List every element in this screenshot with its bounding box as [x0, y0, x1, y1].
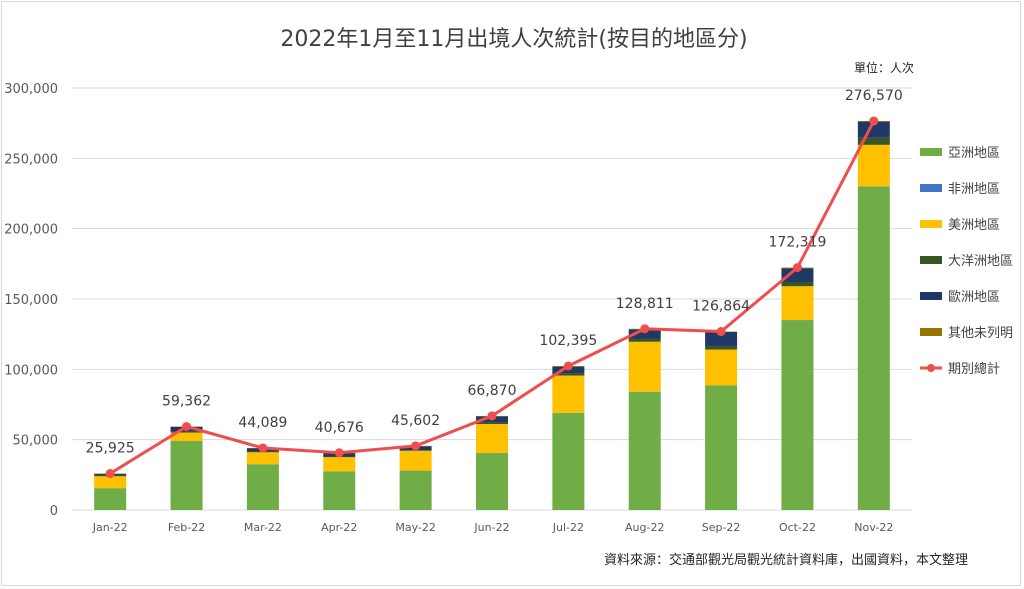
legend-swatch: [920, 148, 942, 156]
total-data-label: 172,319: [769, 235, 827, 251]
bars-layer: [94, 120, 890, 510]
y-tick-label: 0: [50, 504, 58, 519]
total-point: [869, 116, 879, 126]
unit-note: 單位：人次: [854, 60, 914, 75]
total-data-label: 126,864: [692, 299, 750, 315]
x-tick-label: Jan-22: [92, 521, 128, 534]
legend-swatch: [920, 256, 942, 264]
bar-segment: [628, 341, 661, 392]
legend-label: 美洲地區: [948, 218, 1000, 233]
x-axis: Jan-22 Feb-22 Mar-22 Apr-22 May-22 Jun-22 Jul-…: [92, 521, 894, 534]
bar-segment: [857, 144, 890, 187]
legend-label: 大洋洲地區: [948, 254, 1013, 269]
total-point: [334, 448, 344, 458]
legend-line-marker: [927, 364, 935, 372]
bar-segment: [476, 424, 508, 453]
bar-segment: [399, 450, 432, 451]
total-data-label: 45,602: [391, 413, 440, 429]
bar-segment: [552, 375, 585, 413]
total-data-label: 44,089: [238, 415, 287, 431]
y-tick-label: 50,000: [13, 434, 59, 449]
x-tick-label: Feb-22: [168, 521, 205, 534]
bar-segment: [399, 470, 432, 510]
legend-label: 亞洲地區: [948, 146, 1000, 161]
bar-segment: [552, 412, 585, 510]
total-point: [105, 469, 115, 479]
bar-segment: [781, 268, 814, 282]
x-tick-label: Sep-22: [702, 521, 741, 534]
total-point: [487, 411, 497, 421]
legend-swatch: [920, 292, 942, 300]
y-tick-label: 300,000: [4, 82, 58, 97]
bar-segment: [552, 373, 585, 376]
legend-swatch: [920, 184, 942, 192]
bar-segment: [170, 432, 203, 442]
x-tick-label: Jul-22: [552, 521, 584, 534]
total-point: [640, 324, 650, 334]
bar-segment: [628, 338, 661, 342]
bar-segment: [246, 452, 279, 465]
total-point: [716, 327, 726, 337]
bar-segment: [323, 457, 356, 472]
total-data-label: 66,870: [468, 383, 517, 399]
x-tick-label: May-22: [395, 521, 436, 534]
legend-label: 歐洲地區: [948, 290, 1000, 305]
legend-label: 其他未列明: [948, 326, 1013, 341]
bar-segment: [781, 320, 814, 510]
bar-segment: [476, 422, 508, 425]
total-data-label: 25,925: [86, 441, 135, 457]
bar-segment: [705, 346, 738, 350]
legend-label: 非洲地區: [948, 182, 1000, 197]
bar-segment: [323, 471, 356, 510]
bar-segment: [94, 476, 127, 489]
total-line-layer: 25,925 59,362 44,089 40,676 45,602 66,870 102,…: [86, 88, 903, 479]
bar-segment: [170, 441, 203, 510]
bar-segment: [170, 431, 203, 433]
bar-segment: [94, 488, 127, 510]
bar-segment: [781, 281, 814, 287]
total-point: [411, 441, 421, 451]
bar-segment: [705, 331, 738, 347]
x-tick-label: Apr-22: [321, 521, 357, 534]
total-data-label: 59,362: [162, 393, 211, 409]
x-tick-label: Oct-22: [779, 521, 816, 534]
total-data-label: 128,811: [616, 296, 674, 312]
source-note: 資料來源：交通部觀光局觀光統計資料庫，出國資料，本文整理: [604, 552, 968, 568]
bar-segment: [399, 450, 432, 471]
bar-segment: [705, 349, 738, 386]
total-point: [792, 263, 802, 273]
x-tick-label: Nov-22: [854, 521, 893, 534]
bar-segment: [857, 186, 890, 510]
y-tick-label: 200,000: [4, 223, 58, 238]
legend-label: 期別總計: [948, 361, 1000, 377]
bar-segment: [628, 391, 661, 510]
y-axis: 0 50,000 100,000 150,000 200,000 250,000 300,0…: [4, 82, 58, 519]
legend-swatch: [920, 220, 942, 228]
bar-segment: [705, 385, 738, 510]
bar-segment: [476, 453, 508, 510]
chart-title: 2022年1月至11月出境人次統計(按目的地區分): [280, 27, 747, 52]
y-tick-label: 150,000: [4, 293, 58, 308]
total-data-label: 40,676: [315, 420, 364, 436]
bar-segment: [781, 286, 814, 320]
y-tick-label: 100,000: [4, 363, 58, 378]
total-point: [182, 421, 192, 431]
bar-segment: [246, 464, 279, 510]
total-data-label: 276,570: [845, 88, 903, 104]
total-point: [563, 361, 573, 371]
legend-swatch: [920, 328, 942, 336]
y-tick-label: 250,000: [4, 152, 58, 167]
x-tick-label: Jun-22: [473, 521, 509, 534]
bar-segment: [857, 137, 890, 145]
x-tick-label: Mar-22: [244, 521, 282, 534]
gridlines: [72, 87, 912, 511]
x-tick-label: Aug-22: [625, 521, 664, 534]
total-data-label: 102,395: [539, 333, 597, 349]
bar-segment: [628, 329, 661, 339]
total-point: [258, 443, 268, 453]
